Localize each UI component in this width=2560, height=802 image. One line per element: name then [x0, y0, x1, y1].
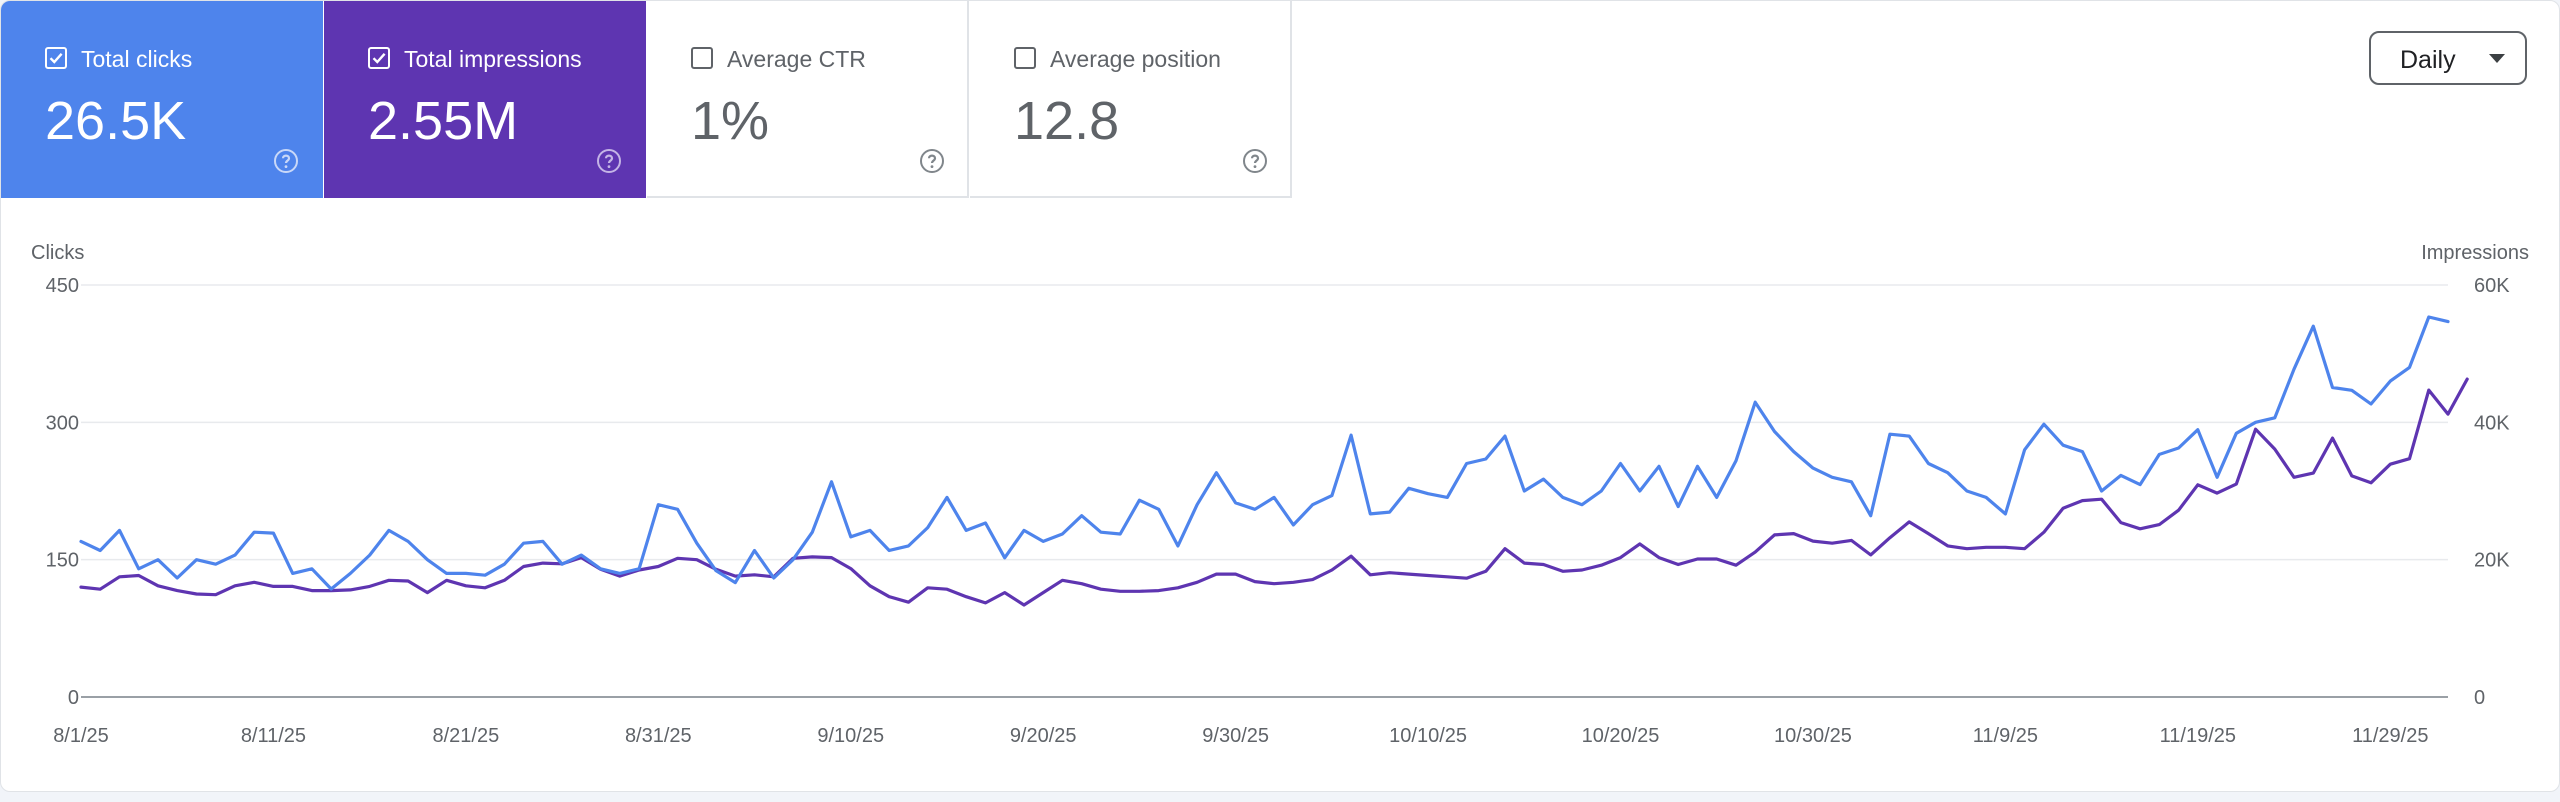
checkbox-unchecked-icon[interactable]: [691, 47, 713, 69]
metric-label: Average CTR: [727, 46, 866, 72]
arrow-drop-down-icon: [2489, 54, 2505, 63]
x-tick-label: 9/10/25: [817, 725, 884, 747]
metric-value: 12.8: [1014, 91, 1120, 151]
help-icon[interactable]: [273, 148, 299, 174]
checkbox-checked-icon[interactable]: [368, 47, 390, 69]
series-line-total-clicks: [79, 315, 2450, 591]
metric-label: Average position: [1050, 46, 1221, 72]
y-left-tick-label: 450: [46, 275, 79, 297]
metric-value: 1%: [691, 91, 770, 151]
granularity-dropdown[interactable]: Daily: [2369, 31, 2527, 85]
metric-label: Total clicks: [81, 46, 193, 72]
y-axis-left-title: Clicks: [31, 242, 85, 264]
x-tick-label: 11/19/25: [2160, 725, 2236, 747]
y-right-tick-label: 0: [2474, 687, 2485, 709]
y-right-tick-label: 20K: [2474, 550, 2510, 572]
y-right-tick-label: 60K: [2474, 275, 2510, 297]
metric-value: 2.55M: [368, 91, 519, 151]
granularity-selected-value: Daily: [2400, 46, 2456, 74]
checkbox-unchecked-icon[interactable]: [1014, 47, 1036, 69]
help-icon[interactable]: [596, 148, 622, 174]
x-tick-label: 8/11/25: [241, 725, 306, 747]
metric-tile-total-impressions[interactable]: Total impressions 2.55M: [324, 1, 646, 198]
checkbox-checked-icon[interactable]: [45, 47, 67, 69]
x-tick-label: 10/20/25: [1582, 725, 1660, 747]
metric-tile-average-ctr[interactable]: Average CTR 1%: [647, 1, 969, 198]
metric-value: 26.5K: [45, 91, 187, 151]
help-icon[interactable]: [919, 148, 945, 174]
x-tick-label: 11/9/25: [1973, 725, 2038, 747]
metric-tile-average-position[interactable]: Average position 12.8: [970, 1, 1292, 198]
help-icon[interactable]: [1242, 148, 1268, 174]
y-axis-right-title: Impressions: [2421, 242, 2529, 264]
x-tick-label: 8/21/25: [433, 725, 500, 747]
x-tick-label: 11/29/25: [2352, 725, 2428, 747]
y-left-tick-label: 300: [46, 412, 79, 434]
x-tick-label: 10/10/25: [1389, 725, 1467, 747]
y-right-tick-label: 40K: [2474, 412, 2510, 434]
x-tick-label: 9/30/25: [1202, 725, 1269, 747]
series-line-total-impressions: [79, 377, 2469, 607]
y-left-tick-label: 0: [68, 687, 79, 709]
y-left-tick-label: 150: [46, 550, 79, 572]
metric-tile-total-clicks[interactable]: Total clicks 26.5K: [1, 1, 323, 198]
x-tick-label: 8/31/25: [625, 725, 692, 747]
metric-label: Total impressions: [404, 46, 582, 72]
x-tick-label: 10/30/25: [1774, 725, 1852, 747]
x-tick-label: 8/1/25: [53, 725, 109, 747]
x-tick-label: 9/20/25: [1010, 725, 1077, 747]
